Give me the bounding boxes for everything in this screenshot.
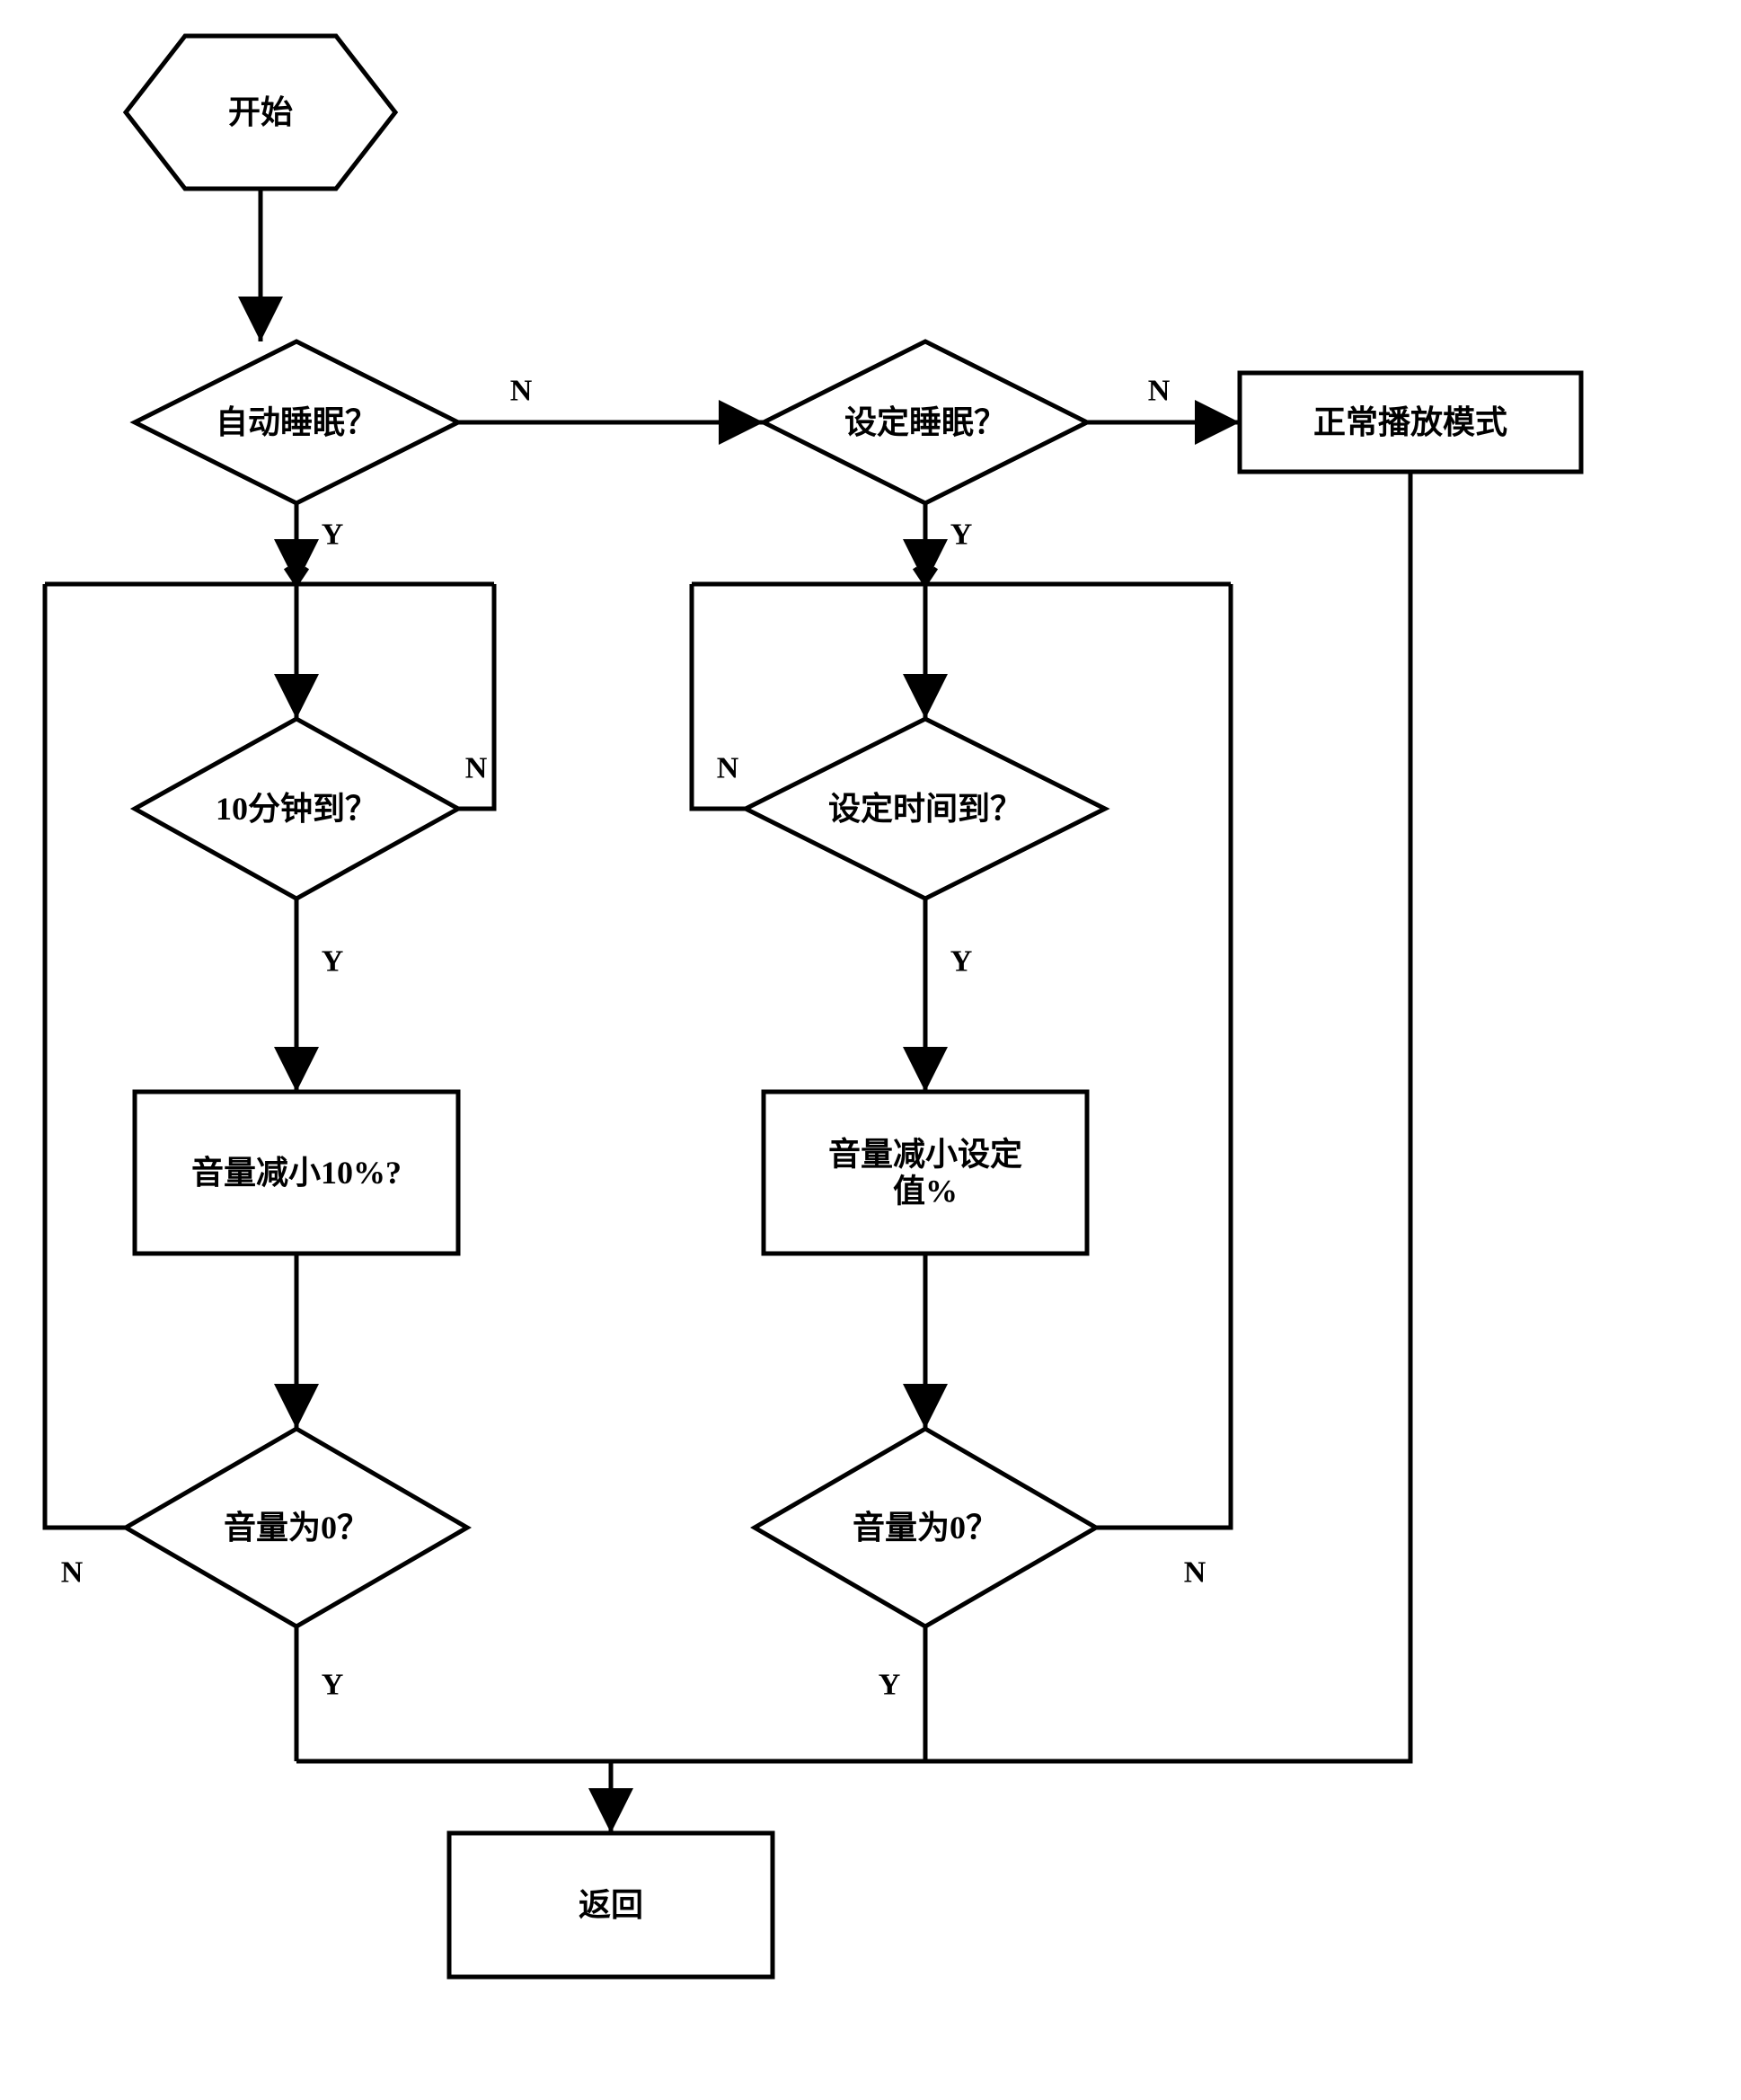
node-label: 开始 xyxy=(228,94,293,130)
edge-label: Y xyxy=(950,945,973,979)
node-label: 返回 xyxy=(579,1887,643,1923)
node-label: 10分钟到？ xyxy=(216,791,377,827)
edge-label: N xyxy=(717,752,739,785)
edge-label: N xyxy=(1148,375,1171,408)
flow-edge xyxy=(1096,584,1231,1528)
node-label: 音量减小10%? xyxy=(191,1155,402,1191)
flowchart-canvas: 开始自动睡眠？ 设定睡眠？ 正常播放模式 10分钟到？ 设定时间到？ 音量减小10%? 音量… xyxy=(18,18,1741,2082)
edge-label: Y xyxy=(322,945,344,979)
node-label: 音量为0？ xyxy=(853,1510,998,1546)
node-label: 正常播放模式 xyxy=(1313,404,1507,440)
node-label: 音量为0？ xyxy=(224,1510,369,1546)
node-label: 设定睡眠？ xyxy=(844,404,1006,440)
edge-label: N xyxy=(465,752,488,785)
edge-label: N xyxy=(510,375,533,408)
edge-label: N xyxy=(61,1556,84,1590)
node-label: 音量减小设定 xyxy=(828,1136,1022,1172)
edge-label: Y xyxy=(950,518,973,552)
flow-edge xyxy=(45,584,126,1528)
edge-label: Y xyxy=(322,518,344,552)
edge-label: N xyxy=(1184,1556,1206,1590)
edge-label: Y xyxy=(322,1669,344,1702)
edge-label: Y xyxy=(879,1669,901,1702)
node-label: 自动睡眠？ xyxy=(216,404,377,440)
node-label: 设定时间到？ xyxy=(828,791,1022,827)
node-label: 值% xyxy=(893,1174,958,1209)
